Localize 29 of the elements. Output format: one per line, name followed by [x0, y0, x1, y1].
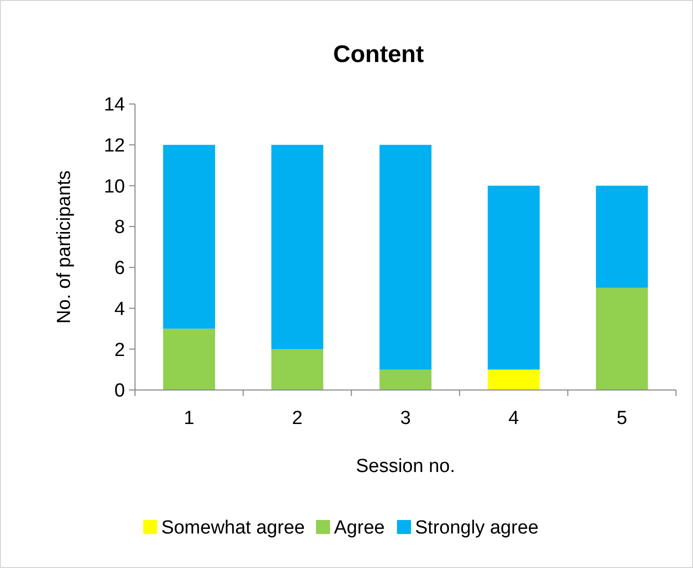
- x-axis-title: Session no.: [356, 456, 456, 477]
- y-tick-label: 10: [104, 176, 125, 198]
- y-tick-label: 2: [114, 340, 125, 361]
- y-tick-label: 6: [114, 258, 125, 280]
- legend-label: Agree: [334, 518, 385, 539]
- y-axis-title: No. of participants: [54, 170, 75, 324]
- x-tick-label: 2: [292, 408, 303, 429]
- chart-title: Content: [333, 41, 424, 68]
- bar: [596, 288, 648, 390]
- x-tick-label: 4: [508, 408, 520, 429]
- bar: [380, 370, 432, 390]
- bar: [271, 349, 324, 390]
- y-tick-label: 4: [114, 298, 126, 320]
- y-tick-label: 14: [104, 94, 126, 116]
- x-tick-label: 1: [184, 408, 194, 429]
- legend-label: Somewhat agree: [161, 518, 305, 539]
- x-tick-label: 5: [616, 408, 628, 429]
- bar: [380, 144, 432, 370]
- y-tick-label: 8: [114, 217, 125, 238]
- bar: [271, 144, 324, 350]
- y-tick-label: 0: [114, 380, 125, 402]
- bar: [488, 370, 540, 390]
- x-tick-label: 3: [400, 408, 411, 429]
- bar: [163, 328, 216, 390]
- bar: [596, 186, 648, 288]
- bar: [163, 144, 216, 329]
- bar: [488, 186, 540, 370]
- legend-label: Strongly agree: [415, 518, 539, 539]
- y-tick-label: 12: [104, 136, 125, 157]
